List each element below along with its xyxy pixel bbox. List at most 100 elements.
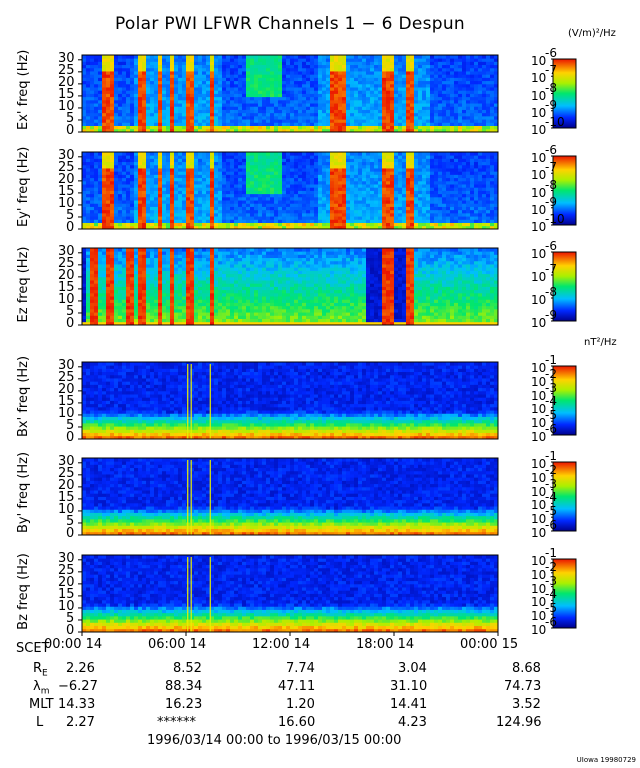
- spectrogram-cell: [430, 187, 435, 191]
- spectrogram-cell: [90, 212, 95, 217]
- spectrogram-cell: [150, 96, 155, 101]
- spectrogram-cell: [302, 161, 307, 166]
- spectrogram-cell: [282, 109, 287, 114]
- spectrogram-cell: [258, 206, 263, 211]
- spectrogram-cell: [114, 187, 119, 191]
- spectrogram-cell: [86, 219, 91, 223]
- spectrogram-cell: [310, 216, 315, 220]
- spectrogram-cell: [406, 155, 411, 159]
- spectrogram-cell: [178, 164, 183, 169]
- spectrogram-cell: [286, 225, 291, 230]
- spectrogram-cell: [338, 87, 343, 91]
- spectrogram-cell: [370, 212, 375, 217]
- spectrogram-cell: [346, 103, 351, 107]
- spectrogram-cell: [418, 128, 423, 133]
- spectrogram-cell: [162, 216, 167, 220]
- spectrogram-cell: [354, 171, 359, 175]
- spectrogram-cell: [306, 193, 311, 198]
- spectrogram-cell: [122, 90, 127, 94]
- spectrogram-cell: [270, 99, 275, 104]
- spectrogram-cell: [362, 216, 367, 220]
- spectrogram-cell: [146, 96, 151, 101]
- spectrogram-cell: [202, 212, 207, 217]
- spectrogram-cell: [478, 64, 483, 69]
- spectrogram-cell: [450, 209, 455, 214]
- spectrogram-cell: [314, 77, 319, 82]
- spectrogram-cell: [242, 174, 247, 179]
- spectrogram-cell: [250, 161, 255, 166]
- spectrogram-cell: [330, 155, 335, 159]
- spectrogram-cell: [474, 174, 479, 179]
- spectrogram-cell: [422, 125, 427, 130]
- spectrogram-cell: [206, 64, 211, 69]
- spectrogram-cell: [266, 164, 271, 169]
- spectrogram-cell: [474, 125, 479, 130]
- spectrogram-cell: [278, 200, 283, 204]
- spectrogram-cell: [450, 177, 455, 182]
- spectrogram-cell: [182, 152, 187, 156]
- spectrogram-cell: [246, 152, 251, 156]
- spectrogram-cell: [294, 61, 299, 66]
- spectrogram-cell: [262, 128, 267, 133]
- spectrogram-cell: [222, 196, 227, 201]
- spectrogram-cell: [166, 184, 171, 188]
- spectrogram-cell: [214, 71, 219, 75]
- spectrogram-cell: [462, 125, 467, 130]
- spectrogram-cell: [226, 77, 231, 82]
- spectrogram-cell: [298, 164, 303, 169]
- spectrogram-cell: [126, 99, 131, 104]
- spectrogram-cell: [298, 61, 303, 66]
- spectrogram-cell: [410, 83, 415, 88]
- spectrogram-cell: [266, 225, 271, 230]
- spectrogram-cell: [258, 87, 263, 91]
- spectrogram-cell: [342, 58, 347, 62]
- spectrogram-cell: [414, 77, 419, 82]
- spectrogram-cell: [314, 168, 319, 172]
- spectrogram-cell: [130, 77, 135, 82]
- spectrogram-cell: [218, 209, 223, 214]
- spectrogram-cell: [94, 190, 99, 195]
- spectrogram-cell: [110, 190, 115, 195]
- spectrogram-cell: [434, 177, 439, 182]
- spectrogram-cell: [242, 128, 247, 133]
- spectrogram-cell: [138, 55, 143, 59]
- spectrogram-cell: [442, 109, 447, 114]
- spectrogram-cell: [290, 109, 295, 114]
- spectrogram-cell: [270, 109, 275, 114]
- spectrogram-cell: [110, 96, 115, 101]
- spectrogram-cell: [434, 187, 439, 191]
- spectrogram-cell: [178, 200, 183, 204]
- spectrogram-cell: [350, 168, 355, 172]
- spectrogram-cell: [494, 74, 499, 78]
- spectrogram-cell: [150, 83, 155, 88]
- spectrogram-cell: [354, 115, 359, 120]
- spectrogram-cell: [146, 74, 151, 78]
- spectrogram-cell: [326, 225, 331, 230]
- spectrogram-cell: [202, 200, 207, 204]
- spectrogram-cell: [182, 119, 187, 123]
- spectrogram-cell: [350, 174, 355, 179]
- spectrogram-cell: [86, 125, 91, 130]
- spectrogram-cell: [258, 106, 263, 110]
- spectrogram-cell: [326, 206, 331, 211]
- spectrogram-cell: [266, 125, 271, 130]
- spectrogram-cell: [430, 212, 435, 217]
- spectrogram-cell: [334, 58, 339, 62]
- spectrogram-cell: [146, 99, 151, 104]
- spectrogram-cell: [490, 177, 495, 182]
- spectrogram-cell: [134, 177, 139, 182]
- spectrogram-cell: [382, 83, 387, 88]
- spectrogram-cell: [394, 209, 399, 214]
- spectrogram-cell: [198, 203, 203, 207]
- spectrogram-cell: [458, 67, 463, 72]
- spectrogram-cell: [94, 168, 99, 172]
- spectrogram-cell: [242, 93, 247, 98]
- spectrogram-cell: [478, 203, 483, 207]
- spectrogram-cell: [142, 200, 147, 204]
- spectrogram-cell: [122, 77, 127, 82]
- spectrogram-cell: [106, 203, 111, 207]
- spectrogram-cell: [226, 67, 231, 72]
- spectrogram-cell: [470, 87, 475, 91]
- spectrogram-cell: [466, 125, 471, 130]
- spectrogram-cell: [462, 128, 467, 133]
